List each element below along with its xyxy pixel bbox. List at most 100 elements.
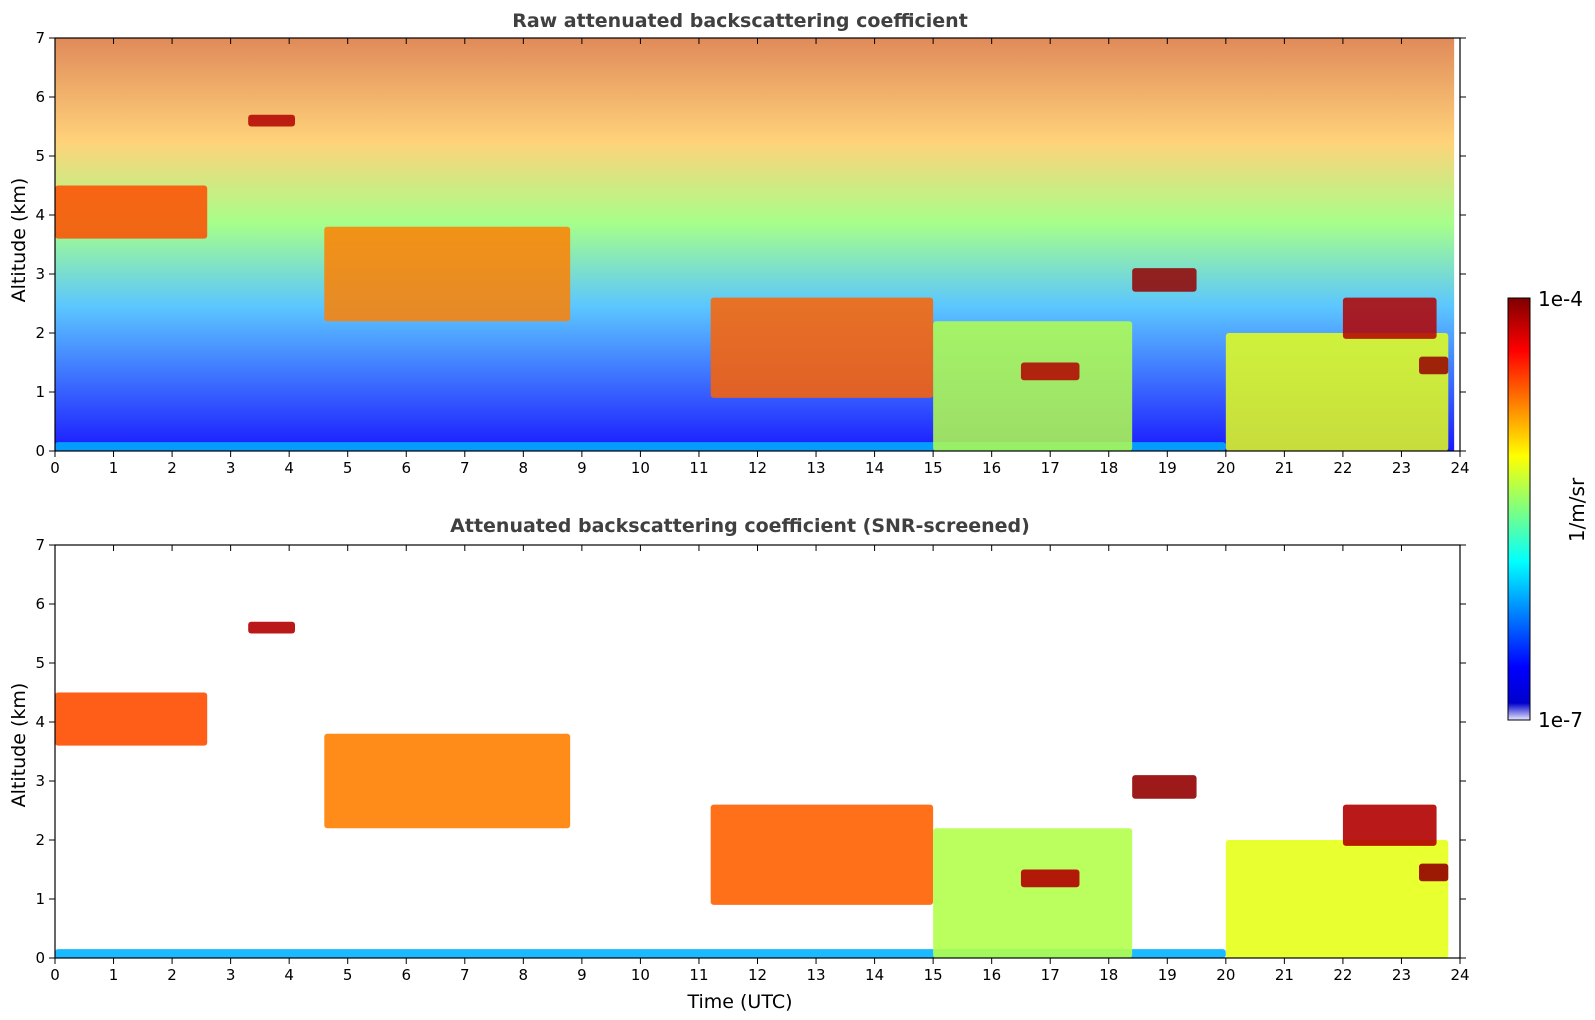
x-tick-label: 2 [167, 459, 177, 477]
x-tick-label: 23 [1392, 966, 1411, 984]
y-tick-label: 1 [35, 383, 45, 401]
x-tick-label: 20 [1216, 966, 1235, 984]
x-tick-label: 8 [519, 459, 529, 477]
y-axis-label-screened: Altitude (km) [8, 683, 30, 808]
x-tick-label: 3 [226, 459, 236, 477]
x-tick-label: 11 [689, 459, 708, 477]
x-tick-label: 18 [1099, 966, 1118, 984]
x-tick-label: 5 [343, 459, 353, 477]
x-tick-label: 0 [50, 966, 60, 984]
data-layer-cloud-1.3-km [1020, 869, 1080, 888]
x-tick-label: 4 [284, 966, 294, 984]
panel-title-raw: Raw attenuated backscattering coefficien… [512, 10, 968, 32]
x-tick-label: 9 [577, 459, 587, 477]
x-tick-label: 7 [460, 459, 470, 477]
x-tick-label: 14 [865, 966, 884, 984]
data-layer-afternoon-clouds [933, 321, 1133, 451]
y-tick-label: 1 [35, 890, 45, 908]
data-layer-evening-layer [1225, 333, 1449, 451]
y-tick-label: 3 [35, 265, 45, 283]
data-layer-boundary-layer-growth [710, 297, 934, 398]
data-layer-cloud-5.6-km [248, 114, 296, 127]
x-tick-label: 19 [1158, 966, 1177, 984]
y-tick-label: 2 [35, 831, 45, 849]
y-tick-label: 7 [35, 536, 45, 554]
x-tick-label: 7 [460, 966, 470, 984]
data-layer-descending-layer [324, 733, 571, 829]
data-layer-evening-layer [1225, 840, 1449, 958]
x-tick-label: 0 [50, 459, 60, 477]
x-tick-label: 4 [284, 459, 294, 477]
y-tick-label: 5 [35, 654, 45, 672]
x-tick-label: 15 [924, 459, 943, 477]
data-layer-elevated-layer-4-km [55, 692, 208, 746]
colorbar-gradient [1507, 297, 1531, 721]
x-tick-label: 16 [982, 966, 1001, 984]
x-tick-label: 12 [748, 459, 767, 477]
x-tick-label: 15 [924, 966, 943, 984]
x-tick-label: 18 [1099, 459, 1118, 477]
x-tick-label: 10 [631, 966, 650, 984]
data-layer-descending-layer [324, 226, 571, 322]
x-axis-label: Time (UTC) [686, 991, 792, 1013]
data-layer-afternoon-clouds [933, 828, 1133, 958]
panel-raw: Raw attenuated backscattering coefficien… [8, 10, 1470, 477]
x-tick-label: 3 [226, 966, 236, 984]
x-tick-label: 13 [806, 459, 825, 477]
data-layer-cloud-1.5-km [1419, 356, 1449, 375]
colorbar-unit-label: 1/m/sr [1565, 477, 1589, 542]
x-tick-label: 6 [401, 966, 411, 984]
x-tick-label: 17 [1041, 459, 1060, 477]
x-tick-label: 24 [1450, 966, 1469, 984]
data-layer-cloud-5.6-km [248, 621, 296, 634]
colorbar-max-label: 1e-4 [1538, 287, 1583, 311]
y-tick-label: 2 [35, 324, 45, 342]
x-tick-label: 6 [401, 459, 411, 477]
y-axis-label-raw: Altitude (km) [8, 178, 30, 303]
data-layer-cloud-2.3-km [1342, 297, 1437, 339]
panel-screened: Attenuated backscattering coefficient (S… [8, 515, 1470, 1013]
x-tick-label: 22 [1333, 966, 1352, 984]
y-tick-label: 3 [35, 772, 45, 790]
x-tick-label: 1 [109, 966, 119, 984]
x-tick-label: 11 [689, 966, 708, 984]
plot-area-raw [55, 38, 1460, 451]
y-tick-label: 0 [35, 949, 45, 967]
x-tick-label: 9 [577, 966, 587, 984]
x-tick-label: 8 [519, 966, 529, 984]
x-tick-label: 2 [167, 966, 177, 984]
data-layer-boundary-layer-growth [710, 804, 934, 905]
colorbar-min-label: 1e-7 [1538, 708, 1583, 732]
x-tick-label: 20 [1216, 459, 1235, 477]
data-layer-elevated-layer-4-km [55, 185, 208, 239]
axes-screened: 0 1 2 3 4 5 6 7 8 9 10 11 12 13 14 15 16 17 18 19 20 21 22 23 24… [35, 536, 1469, 984]
x-tick-label: 21 [1275, 966, 1294, 984]
panel-title-screened: Attenuated backscattering coefficient (S… [450, 515, 1030, 537]
data-layer-cloud-2.3-km [1342, 804, 1437, 846]
data-layer-cloud-1.3-km [1020, 362, 1080, 381]
x-tick-label: 14 [865, 459, 884, 477]
missing-data-strip [1454, 38, 1460, 451]
y-tick-label: 4 [35, 206, 45, 224]
colorbar: 1e-4 1e-7 1/m/sr [1507, 287, 1589, 732]
y-tick-label: 6 [35, 595, 45, 613]
plot-area-screened [55, 545, 1460, 958]
x-tick-label: 12 [748, 966, 767, 984]
x-tick-label: 10 [631, 459, 650, 477]
x-tick-label: 19 [1158, 459, 1177, 477]
y-tick-label: 6 [35, 88, 45, 106]
y-tick-label: 4 [35, 713, 45, 731]
data-layer-cloud-3-km [1132, 268, 1197, 292]
x-tick-label: 17 [1041, 966, 1060, 984]
x-tick-label: 23 [1392, 459, 1411, 477]
x-tick-label: 21 [1275, 459, 1294, 477]
x-tick-label: 1 [109, 459, 119, 477]
data-layer-cloud-1.5-km [1419, 863, 1449, 882]
y-tick-label: 5 [35, 147, 45, 165]
x-tick-label: 22 [1333, 459, 1352, 477]
axes-raw: 0 1 2 3 4 5 6 7 8 9 10 11 12 13 14 15 16 17 18 19 20 21 22 23 24… [35, 29, 1469, 477]
x-tick-label: 13 [806, 966, 825, 984]
x-tick-label: 16 [982, 459, 1001, 477]
x-tick-label: 5 [343, 966, 353, 984]
